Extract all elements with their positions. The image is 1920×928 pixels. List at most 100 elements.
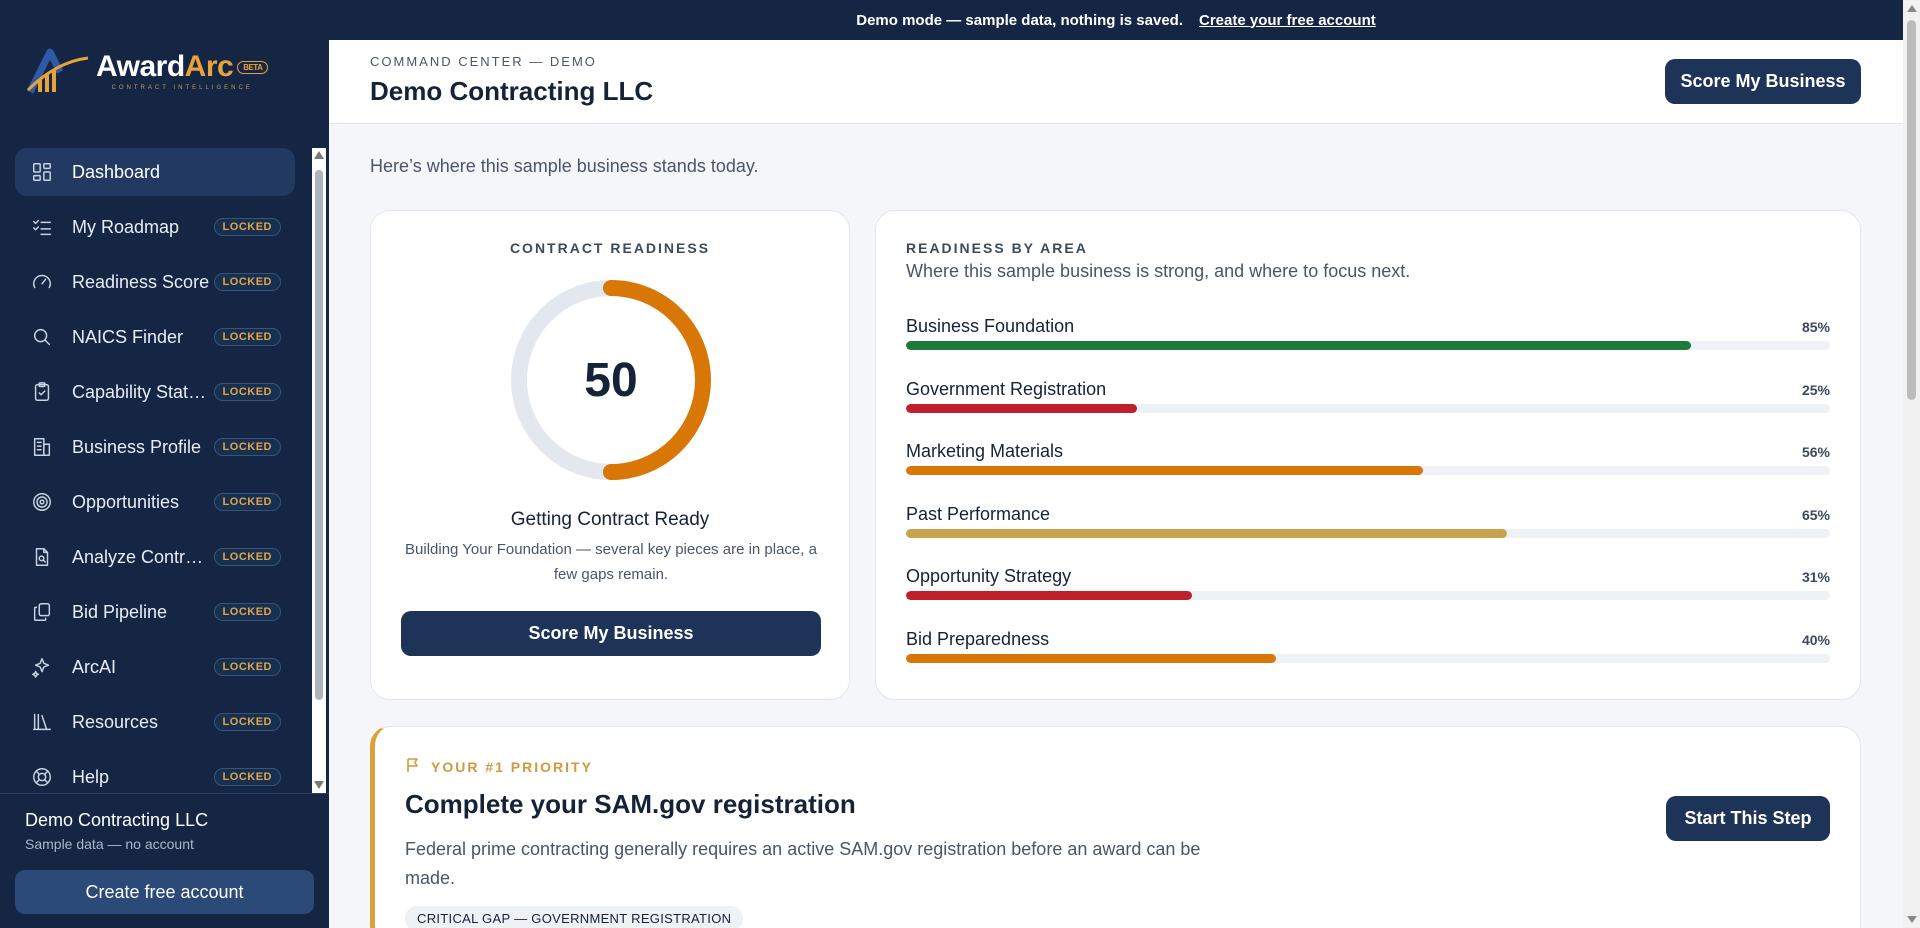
sparkle-icon bbox=[31, 656, 53, 678]
area-progress-fill bbox=[906, 528, 1507, 538]
area-label: Bid Preparedness bbox=[906, 628, 1050, 649]
locked-badge: LOCKED bbox=[213, 273, 281, 291]
locked-badge: LOCKED bbox=[213, 713, 281, 731]
area-list: Business Foundation 85% Government Registr… bbox=[906, 316, 1830, 691]
area-progress-track bbox=[906, 653, 1830, 663]
page-scroll-thumb[interactable] bbox=[1907, 20, 1916, 400]
readiness-status: Getting Contract Ready bbox=[510, 509, 710, 530]
sidebar-item-capability-statement[interactable]: Capability StatementLOCKED bbox=[15, 368, 295, 416]
score-my-business-button[interactable]: Score My Business bbox=[1665, 59, 1861, 104]
sidebar-item-naics-finder[interactable]: NAICS Finder LOCKED bbox=[15, 313, 295, 361]
banner-text: Demo mode — sample data, nothing is save… bbox=[856, 11, 1183, 29]
area-label: Opportunity Strategy bbox=[906, 566, 1072, 586]
sidebar-item-help[interactable]: Help LOCKED bbox=[15, 753, 295, 801]
scroll-up-arrow-icon[interactable] bbox=[314, 151, 324, 159]
sidebar-item-label: My Roadmap bbox=[72, 216, 180, 237]
sidebar-scrollbar[interactable] bbox=[312, 148, 326, 793]
area-progress-track bbox=[906, 341, 1830, 350]
area-progress-track bbox=[906, 403, 1830, 413]
footer-note: Sample data — no account bbox=[25, 836, 194, 852]
locked-badge: LOCKED bbox=[213, 658, 281, 676]
sidebar-item-readiness-score[interactable]: Readiness Score LOCKED bbox=[15, 258, 295, 306]
page-title: Demo Contracting LLC bbox=[370, 76, 654, 106]
sidebar-item-label: Help bbox=[72, 766, 110, 787]
area-progress-track bbox=[906, 591, 1830, 600]
areas-card-title: READINESS BY AREA bbox=[906, 240, 1088, 256]
readiness-card-title: CONTRACT READINESS bbox=[509, 240, 711, 256]
sidebar-scroll-thumb[interactable] bbox=[315, 170, 323, 700]
contract-readiness-card: CONTRACT READINESS 50 Getting Contract R… bbox=[370, 210, 850, 700]
locked-badge: LOCKED bbox=[213, 328, 281, 346]
area-label: Marketing Materials bbox=[906, 441, 1064, 461]
readiness-by-area-card: READINESS BY AREA Where this sample busi… bbox=[875, 210, 1861, 700]
footer-company-name: Demo Contracting LLC bbox=[25, 810, 209, 830]
document-search-icon bbox=[31, 546, 53, 568]
area-label: Government Registration bbox=[906, 378, 1107, 399]
sidebar-item-label: NAICS Finder bbox=[72, 326, 184, 347]
sidebar-item-label: Readiness Score bbox=[72, 271, 210, 292]
sidebar-item-label: Business Profile bbox=[72, 436, 202, 457]
awardarc-logo[interactable]: AwardArc BETA CONTRACT INTELLIGENCE bbox=[26, 44, 269, 96]
sidebar-item-label: Bid Pipeline bbox=[72, 601, 168, 622]
area-row: Marketing Materials 56% bbox=[906, 441, 1830, 504]
sidebar-nav: Dashboard My Roadmap LOCKED Readiness Score… bbox=[15, 148, 295, 808]
flag-icon bbox=[405, 757, 421, 776]
building-icon bbox=[31, 436, 53, 458]
sidebar-item-label: Opportunities bbox=[72, 491, 180, 512]
priority-card: YOUR #1 PRIORITY Complete your SAM.gov r… bbox=[370, 726, 1861, 928]
sidebar-item-analyze-contracts[interactable]: Analyze Contracts LOCKED bbox=[15, 533, 295, 581]
area-row: Opportunity Strategy 31% bbox=[906, 566, 1830, 629]
sidebar-item-label: Dashboard bbox=[72, 161, 161, 182]
page-scrollbar[interactable] bbox=[1903, 0, 1920, 928]
brand-name-part2: Arc bbox=[184, 49, 234, 83]
area-progress-fill bbox=[906, 403, 1137, 413]
create-free-account-button[interactable]: Create free account bbox=[15, 870, 314, 914]
logo-mark-icon bbox=[26, 44, 90, 96]
sidebar-item-dashboard[interactable]: Dashboard bbox=[15, 148, 295, 196]
start-this-step-button[interactable]: Start This Step bbox=[1666, 796, 1830, 841]
create-account-link[interactable]: Create your free account bbox=[1199, 11, 1376, 29]
area-label: Past Performance bbox=[906, 503, 1051, 524]
area-progress-fill bbox=[906, 341, 1692, 350]
header-eyebrow: COMMAND CENTER — DEMO bbox=[370, 54, 597, 69]
brand-name-part1: Award bbox=[96, 49, 185, 83]
area-percent: 85% bbox=[1801, 319, 1830, 335]
checklist-icon bbox=[31, 216, 53, 238]
locked-badge: LOCKED bbox=[213, 383, 281, 401]
priority-title: Complete your SAM.gov registration bbox=[405, 789, 856, 819]
sidebar-item-resources[interactable]: Resources LOCKED bbox=[15, 698, 295, 746]
priority-eyebrow-label: YOUR #1 PRIORITY bbox=[431, 758, 593, 775]
area-progress-fill bbox=[906, 653, 1276, 663]
area-percent: 65% bbox=[1801, 506, 1830, 523]
page-header: COMMAND CENTER — DEMO Demo Contracting L… bbox=[329, 40, 1903, 124]
area-row: Past Performance 65% bbox=[906, 504, 1830, 567]
area-progress-track bbox=[906, 466, 1830, 475]
priority-eyebrow: YOUR #1 PRIORITY bbox=[405, 757, 593, 776]
readiness-gauge: 50 bbox=[509, 278, 713, 482]
gauge-fill bbox=[511, 280, 711, 480]
demo-banner: Demo mode — sample data, nothing is save… bbox=[329, 0, 1903, 40]
sidebar-item-business-profile[interactable]: Business Profile LOCKED bbox=[15, 423, 295, 471]
area-progress-fill bbox=[906, 466, 1424, 475]
page-scroll-up-icon[interactable] bbox=[1907, 5, 1917, 12]
score-my-business-card-button[interactable]: Score My Business bbox=[401, 611, 821, 656]
library-icon bbox=[31, 711, 53, 733]
area-row: Bid Preparedness 40% bbox=[906, 629, 1830, 692]
priority-tag: CRITICAL GAP — GOVERNMENT REGISTRATION bbox=[405, 906, 744, 928]
locked-badge: LOCKED bbox=[213, 768, 281, 786]
sidebar-item-arcai[interactable]: ArcAI LOCKED bbox=[15, 643, 295, 691]
area-percent: 31% bbox=[1801, 569, 1830, 585]
brand-tagline: CONTRACT INTELLIGENCE bbox=[111, 84, 253, 91]
scroll-down-arrow-icon[interactable] bbox=[314, 781, 324, 789]
readiness-description: Building Your Foundation — several key p… bbox=[405, 541, 817, 583]
sidebar-item-my-roadmap[interactable]: My Roadmap LOCKED bbox=[15, 203, 295, 251]
sidebar-footer: Demo Contracting LLC Sample data — no ac… bbox=[0, 793, 329, 928]
page-scroll-down-icon[interactable] bbox=[1907, 916, 1917, 923]
area-progress-fill bbox=[906, 591, 1193, 600]
clipboard-icon bbox=[31, 381, 53, 403]
target-icon bbox=[31, 491, 53, 513]
sidebar-item-bid-pipeline[interactable]: Bid Pipeline LOCKED bbox=[15, 588, 295, 636]
sidebar-item-opportunities[interactable]: Opportunities LOCKED bbox=[15, 478, 295, 526]
area-progress-track bbox=[906, 528, 1830, 538]
intro-text: Here’s where this sample business stands… bbox=[370, 156, 759, 176]
